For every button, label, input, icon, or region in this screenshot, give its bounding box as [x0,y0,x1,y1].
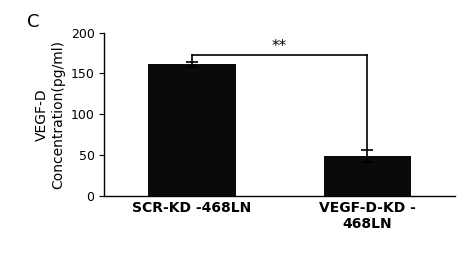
Bar [323,156,411,196]
Text: **: ** [272,39,287,54]
Y-axis label: VEGF-D
Concentration(pg/ml): VEGF-D Concentration(pg/ml) [35,40,65,189]
Text: C: C [27,13,40,31]
Bar [148,64,236,196]
